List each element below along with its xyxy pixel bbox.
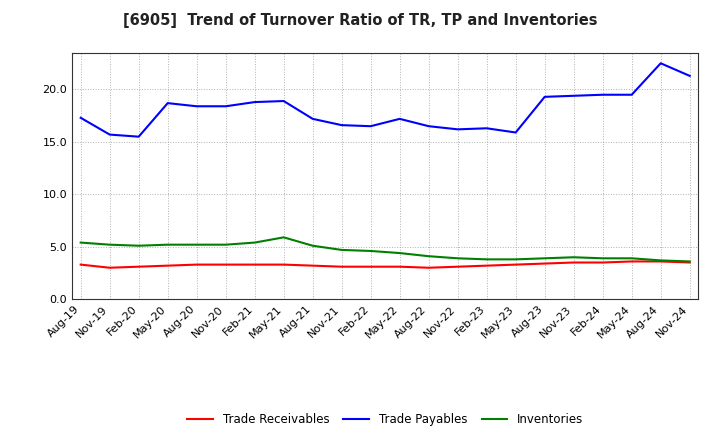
Trade Receivables <box>308 263 317 268</box>
Trade Receivables <box>76 262 85 267</box>
Trade Payables <box>454 127 462 132</box>
Inventories <box>76 240 85 245</box>
Trade Payables <box>685 73 694 78</box>
Trade Payables <box>482 126 491 131</box>
Inventories <box>308 243 317 248</box>
Inventories <box>395 250 404 256</box>
Line: Inventories: Inventories <box>81 237 690 261</box>
Trade Payables <box>308 116 317 121</box>
Legend: Trade Receivables, Trade Payables, Inventories: Trade Receivables, Trade Payables, Inven… <box>182 409 588 431</box>
Trade Receivables <box>395 264 404 269</box>
Inventories <box>657 258 665 263</box>
Trade Receivables <box>135 264 143 269</box>
Inventories <box>135 243 143 248</box>
Inventories <box>221 242 230 247</box>
Inventories <box>366 248 375 253</box>
Line: Trade Payables: Trade Payables <box>81 63 690 137</box>
Inventories <box>163 242 172 247</box>
Inventories <box>482 257 491 262</box>
Trade Payables <box>279 99 288 104</box>
Inventories <box>424 253 433 259</box>
Trade Receivables <box>570 260 578 265</box>
Trade Receivables <box>511 262 520 267</box>
Inventories <box>598 256 607 261</box>
Trade Payables <box>192 104 201 109</box>
Inventories <box>570 255 578 260</box>
Trade Payables <box>395 116 404 121</box>
Trade Payables <box>657 61 665 66</box>
Trade Receivables <box>627 259 636 264</box>
Trade Payables <box>541 94 549 99</box>
Trade Receivables <box>541 261 549 266</box>
Inventories <box>685 259 694 264</box>
Inventories <box>338 247 346 253</box>
Inventories <box>105 242 114 247</box>
Trade Payables <box>598 92 607 97</box>
Trade Receivables <box>163 263 172 268</box>
Trade Receivables <box>221 262 230 267</box>
Inventories <box>627 256 636 261</box>
Trade Receivables <box>454 264 462 269</box>
Trade Receivables <box>657 259 665 264</box>
Trade Payables <box>570 93 578 99</box>
Trade Receivables <box>482 263 491 268</box>
Trade Payables <box>338 122 346 128</box>
Trade Receivables <box>251 262 259 267</box>
Trade Receivables <box>366 264 375 269</box>
Inventories <box>251 240 259 245</box>
Trade Receivables <box>685 260 694 265</box>
Trade Receivables <box>598 260 607 265</box>
Trade Payables <box>424 124 433 129</box>
Inventories <box>541 256 549 261</box>
Trade Payables <box>163 100 172 106</box>
Trade Payables <box>76 115 85 121</box>
Trade Receivables <box>192 262 201 267</box>
Trade Payables <box>135 134 143 139</box>
Trade Receivables <box>338 264 346 269</box>
Trade Payables <box>366 124 375 129</box>
Trade Payables <box>511 130 520 135</box>
Trade Payables <box>251 99 259 105</box>
Trade Payables <box>105 132 114 137</box>
Inventories <box>454 256 462 261</box>
Trade Payables <box>221 104 230 109</box>
Trade Receivables <box>424 265 433 271</box>
Trade Payables <box>627 92 636 97</box>
Trade Receivables <box>105 265 114 271</box>
Inventories <box>192 242 201 247</box>
Inventories <box>511 257 520 262</box>
Trade Receivables <box>279 262 288 267</box>
Text: [6905]  Trend of Turnover Ratio of TR, TP and Inventories: [6905] Trend of Turnover Ratio of TR, TP… <box>122 13 598 28</box>
Inventories <box>279 235 288 240</box>
Line: Trade Receivables: Trade Receivables <box>81 261 690 268</box>
